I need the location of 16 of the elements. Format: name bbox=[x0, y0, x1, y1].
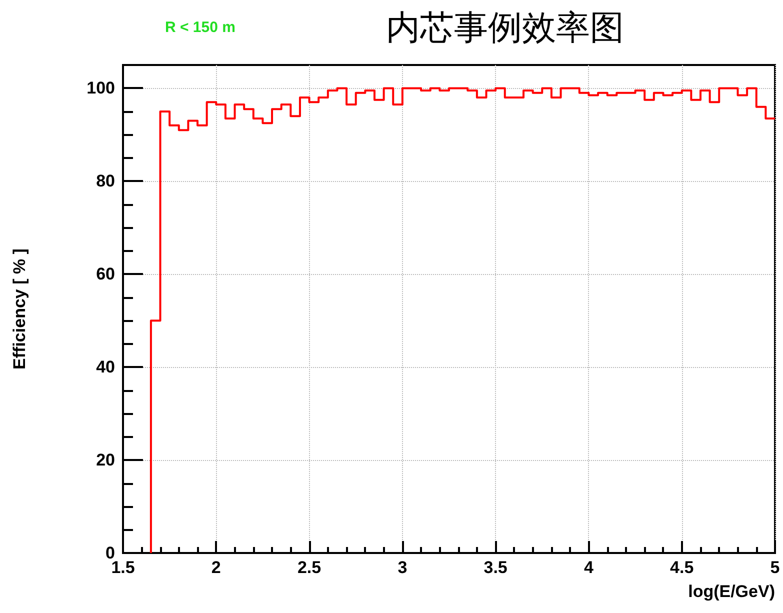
y-axis-title: Efficiency [ % ] bbox=[10, 248, 29, 370]
x-tick-label: 2.5 bbox=[297, 558, 322, 577]
y-tick-label: 80 bbox=[96, 172, 115, 191]
x-axis-title: log(E/GeV) bbox=[688, 582, 775, 601]
x-tick-label: 5 bbox=[770, 558, 780, 577]
x-tick-label: 2 bbox=[211, 558, 221, 577]
y-tick-label: 20 bbox=[96, 450, 115, 470]
x-tick-label: 4 bbox=[584, 558, 594, 577]
chart-title: 内芯事例效率图 bbox=[386, 8, 624, 48]
text: R < 150 m bbox=[165, 19, 236, 36]
y-tick-label: 60 bbox=[96, 264, 115, 284]
y-tick-label: 100 bbox=[86, 78, 115, 98]
x-tick-label: 4.5 bbox=[670, 558, 694, 577]
x-tick-label: 3.5 bbox=[484, 558, 508, 577]
y-tick-label: 40 bbox=[96, 358, 115, 377]
x-tick-label: 3 bbox=[398, 558, 408, 577]
